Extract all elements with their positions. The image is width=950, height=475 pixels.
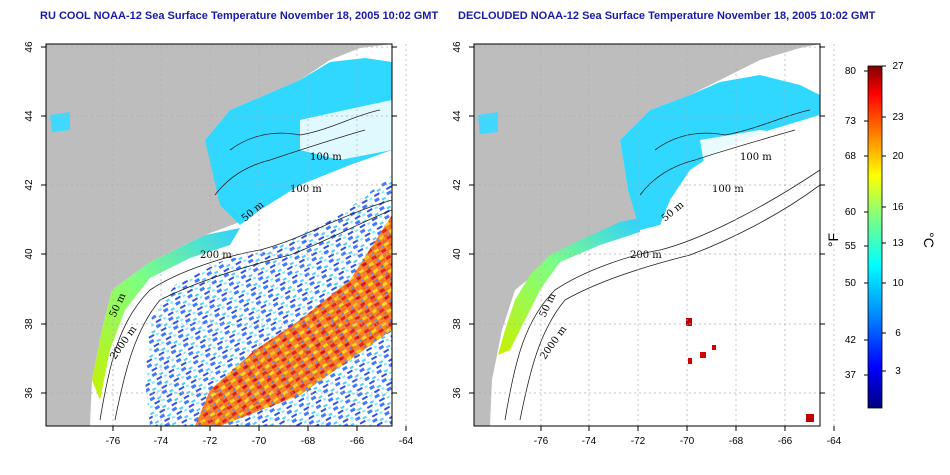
left-map-title: RU COOL NOAA-12 Sea Surface Temperature … <box>40 10 439 22</box>
right-isobaths <box>504 109 820 421</box>
fahrenheit-tick-label: 42 <box>845 335 857 346</box>
celsius-tick-label: 27 <box>892 61 904 72</box>
colorbar: 80 73 68 60 55 50 42 37 27 23 20 16 13 10 6 3 °F °C <box>825 61 937 409</box>
left-x-tick-label: -72 <box>203 436 218 447</box>
celsius-tick-label: 6 <box>895 328 901 339</box>
celsius-tick-label: 13 <box>892 238 904 249</box>
left-x-tick-label: -68 <box>301 436 316 447</box>
fahrenheit-tick-label: 37 <box>845 370 857 381</box>
left-shelf-water <box>92 228 240 400</box>
right-grid <box>474 44 835 426</box>
right-x-tick-label: -76 <box>534 436 549 447</box>
left-y-tick-label: 36 <box>24 387 35 399</box>
right-x-tick-label: -74 <box>582 436 597 447</box>
right-map-title: DECLOUDED NOAA-12 Sea Surface Temperatur… <box>458 10 876 22</box>
right-y-tick-label: 36 <box>452 387 463 399</box>
left-contour-label: 200 m <box>200 250 232 261</box>
left-isobaths <box>99 109 392 421</box>
left-map-panel: 100 m 100 m 50 m 200 m 50 m 2000 m -76 -7… <box>24 41 414 447</box>
celsius-tick-label: 10 <box>892 278 904 289</box>
left-y-tick-label: 44 <box>24 110 35 122</box>
right-shelf-water <box>498 218 640 355</box>
colorbar-ticks: 80 73 68 60 55 50 42 37 27 23 20 16 13 10 6 3 <box>845 61 904 381</box>
fahrenheit-tick-label: 73 <box>845 116 857 127</box>
right-x-tick-label: -64 <box>827 436 842 447</box>
celsius-tick-label: 23 <box>892 112 904 123</box>
left-gulf-stream <box>195 215 392 426</box>
left-y-tick-label: 38 <box>24 318 35 330</box>
left-map-frame <box>45 43 393 427</box>
left-y-tick-label: 42 <box>24 179 35 191</box>
fahrenheit-unit-label: °F <box>825 233 841 247</box>
left-axes: -76 -74 -72 -70 -68 -66 -64 36 38 40 42 44 46 <box>24 41 414 447</box>
left-contour-label: 100 m <box>290 184 322 195</box>
right-contour-label: 100 m <box>712 184 744 195</box>
fahrenheit-tick-label: 60 <box>845 207 857 218</box>
right-y-tick-label: 38 <box>452 318 463 330</box>
fahrenheit-tick-label: 80 <box>845 66 857 77</box>
right-axes: -76 -74 -72 -70 -68 -66 -64 36 38 40 42 44 46 <box>452 41 842 447</box>
right-y-tick-label: 42 <box>452 179 463 191</box>
left-grid <box>46 44 407 426</box>
right-x-tick-label: -68 <box>729 436 744 447</box>
right-x-tick-label: -72 <box>631 436 646 447</box>
left-x-tick-label: -76 <box>106 436 121 447</box>
celsius-unit-label: °C <box>921 232 937 248</box>
left-y-tick-label: 40 <box>24 248 35 260</box>
right-contour-label: 100 m <box>740 152 772 163</box>
right-y-tick-label: 44 <box>452 110 463 122</box>
fahrenheit-tick-label: 50 <box>845 278 857 289</box>
right-map-panel: 100 m 100 m 50 m 200 m 50 m 2000 m -76 -7… <box>452 41 842 447</box>
left-x-tick-label: -64 <box>399 436 414 447</box>
celsius-tick-label: 16 <box>892 202 904 213</box>
right-x-tick-label: -66 <box>778 436 793 447</box>
colorbar-gradient <box>867 65 883 409</box>
right-contour-label: 200 m <box>630 250 662 261</box>
celsius-tick-label: 3 <box>895 366 901 377</box>
right-y-tick-label: 46 <box>452 41 463 53</box>
fahrenheit-tick-label: 55 <box>845 241 857 252</box>
left-y-tick-label: 46 <box>24 41 35 53</box>
fahrenheit-tick-label: 68 <box>845 151 857 162</box>
right-y-tick-label: 40 <box>452 248 463 260</box>
left-x-tick-label: -70 <box>252 436 267 447</box>
right-x-tick-label: -70 <box>680 436 695 447</box>
left-x-tick-label: -66 <box>350 436 365 447</box>
left-x-tick-label: -74 <box>154 436 169 447</box>
left-gulf-of-maine <box>205 58 392 225</box>
left-contour-label: 100 m <box>310 152 342 163</box>
right-gulf-of-maine <box>620 75 820 230</box>
right-map-frame <box>473 43 821 427</box>
celsius-tick-label: 20 <box>892 151 904 162</box>
